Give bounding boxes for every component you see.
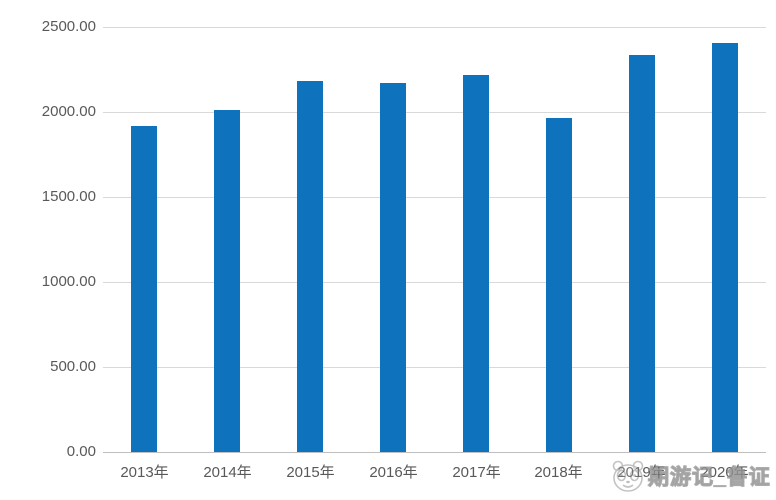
- gridline-2000.00: [103, 112, 766, 113]
- x-axis-tick-label: 2020年: [700, 464, 749, 481]
- x-axis-tick-label: 2014年: [203, 464, 252, 481]
- y-axis-tick-label: 0.00: [66, 443, 96, 460]
- bar-2016年: [380, 83, 406, 452]
- y-axis-tick-label: 2000.00: [41, 103, 96, 120]
- gridline-1500.00: [103, 197, 766, 198]
- bar-2017年: [463, 75, 489, 452]
- y-axis-tick-label: 500.00: [50, 358, 96, 375]
- gridline-2500.00: [103, 27, 766, 28]
- x-axis-tick-label: 2019年: [617, 464, 666, 481]
- bar-2015年: [297, 81, 323, 452]
- bar-2013年: [131, 126, 157, 452]
- x-axis-tick-label: 2016年: [369, 464, 418, 481]
- gridline-500.00: [103, 367, 766, 368]
- x-axis-tick-label: 2015年: [286, 464, 335, 481]
- x-axis-tick-label: 2013年: [120, 464, 169, 481]
- y-axis-tick-label: 1500.00: [41, 188, 96, 205]
- x-axis-tick-label: 2017年: [452, 464, 501, 481]
- y-axis-tick-label: 2500.00: [41, 18, 96, 35]
- bar-2020年: [712, 43, 738, 452]
- bar-2014年: [214, 110, 240, 452]
- bar-2018年: [546, 118, 572, 452]
- x-axis-tick-label: 2018年: [534, 464, 583, 481]
- y-axis-tick-label: 1000.00: [41, 273, 96, 290]
- gridline-0.00: [103, 452, 766, 453]
- bar-2019年: [629, 55, 655, 452]
- gridline-1000.00: [103, 282, 766, 283]
